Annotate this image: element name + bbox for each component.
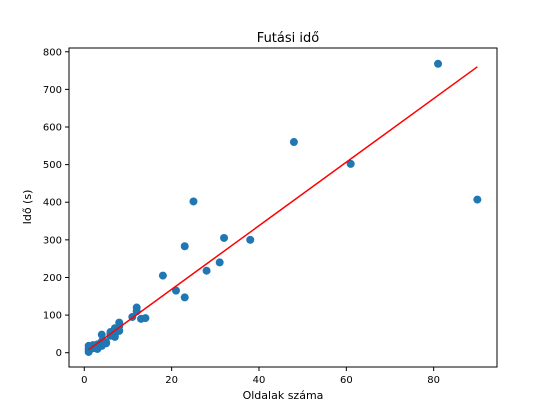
- y-axis-label: Idő (s): [21, 190, 34, 225]
- plot-area: [84, 59, 482, 356]
- data-point: [180, 293, 189, 302]
- y-tick-label: 400: [43, 198, 62, 209]
- y-axis: 0 100 200 300 400 500 600 700 800: [43, 47, 69, 359]
- data-point: [202, 266, 211, 275]
- x-tick-label: 20: [165, 375, 178, 386]
- x-tick-label: 80: [427, 375, 440, 386]
- data-point: [220, 233, 229, 242]
- data-point: [246, 235, 255, 244]
- data-point: [473, 195, 482, 204]
- data-point: [172, 286, 180, 295]
- data-point: [189, 197, 198, 206]
- data-point: [132, 303, 141, 312]
- y-tick-label: 800: [43, 47, 62, 58]
- data-point: [102, 339, 111, 348]
- y-tick-label: 100: [43, 311, 62, 322]
- x-tick-label: 40: [253, 375, 266, 386]
- x-tick-label: 0: [81, 375, 87, 386]
- y-tick-label: 600: [43, 122, 62, 133]
- y-tick-label: 700: [43, 85, 62, 96]
- data-point: [434, 59, 443, 68]
- data-point: [289, 138, 298, 147]
- y-tick-label: 200: [43, 273, 62, 284]
- axes-frame: [68, 47, 498, 368]
- data-point: [141, 314, 150, 323]
- fit-line: [88, 66, 478, 351]
- data-point: [180, 242, 189, 251]
- y-tick-label: 500: [43, 160, 62, 171]
- y-tick-label: 0: [56, 348, 62, 359]
- y-tick-label: 300: [43, 235, 62, 246]
- data-point: [158, 271, 167, 280]
- data-point: [215, 258, 224, 267]
- x-axis: 0 20 40 60 80: [81, 367, 440, 386]
- data-point: [346, 159, 355, 168]
- x-axis-label: Oldalak száma: [243, 389, 324, 402]
- chart-title: Futási idő: [257, 31, 319, 46]
- data-point: [97, 330, 106, 339]
- x-tick-label: 60: [340, 375, 353, 386]
